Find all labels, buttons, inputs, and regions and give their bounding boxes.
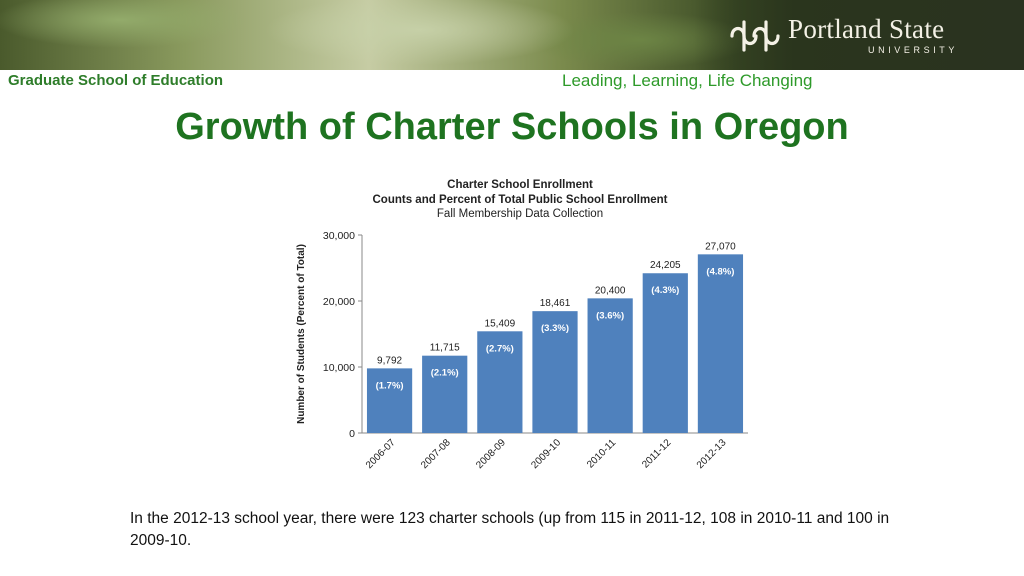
bar-percent-label: (3.3%): [541, 323, 569, 334]
header-banner: Portland State UNIVERSITY: [0, 0, 1024, 70]
x-tick-label: 2012-13: [695, 437, 729, 471]
bar-value-label: 11,715: [430, 343, 460, 354]
bar: [477, 331, 523, 433]
bar-value-label: 20,400: [595, 285, 626, 296]
bar: [587, 298, 633, 433]
chart-subtitle-source: Fall Membership Data Collection: [436, 208, 604, 220]
bar: [697, 254, 744, 433]
school-name: Graduate School of Education: [8, 72, 224, 89]
bar: [366, 368, 413, 433]
footnote: In the 2012-13 school year, there were 1…: [130, 510, 890, 549]
x-tick-label: 2008-09: [474, 437, 508, 471]
bar: [532, 311, 578, 433]
x-tick-label: 2006-07: [364, 437, 398, 471]
bar-percent-label: (2.7%): [486, 343, 514, 354]
bar-percent-label: (3.6%): [596, 310, 624, 321]
y-tick-label: 30,000: [323, 230, 355, 242]
y-tick-label: 20,000: [323, 296, 355, 308]
y-axis-label: Number of Students (Percent of Total): [296, 244, 307, 424]
university-name: Portland State: [788, 14, 945, 44]
bar-chart: 0 10,000 20,000 30,000 Number of Students (P…: [296, 230, 748, 471]
y-tick-label: 0: [349, 428, 355, 440]
bar-value-label: 9,792: [377, 355, 402, 366]
bar: [422, 355, 468, 433]
x-tick-label: 2009-10: [529, 437, 563, 471]
tagline: Leading, Learning, Life Changing: [562, 71, 813, 90]
bar-value-label: 24,205: [650, 260, 681, 271]
bar-value-label: 15,409: [485, 318, 516, 329]
chart-title: Charter School Enrollment: [447, 179, 593, 191]
header-banner-shade: [694, 0, 1024, 70]
bar-value-label: 27,070: [705, 241, 736, 252]
bar-percent-label: (1.7%): [376, 380, 404, 391]
chart-container: Charter School Enrollment Counts and Per…: [290, 176, 750, 476]
x-tick-label: 2007-08: [419, 437, 453, 471]
bar: [642, 273, 688, 433]
university-subtitle: UNIVERSITY: [868, 45, 959, 55]
bar-value-label: 18,461: [540, 298, 571, 309]
x-tick-label: 2011-12: [640, 437, 674, 471]
y-tick-label: 10,000: [323, 362, 355, 374]
page-title: Growth of Charter Schools in Oregon: [175, 106, 849, 148]
bar-percent-label: (4.8%): [706, 266, 734, 277]
university-logo[interactable]: Portland State UNIVERSITY: [728, 14, 998, 58]
bar-percent-label: (4.3%): [651, 285, 679, 296]
chart-subtitle: Counts and Percent of Total Public Schoo…: [372, 194, 668, 206]
psu-logo-icon: [730, 20, 780, 52]
x-tick-label: 2010-11: [585, 437, 619, 471]
bar-percent-label: (2.1%): [431, 368, 459, 379]
